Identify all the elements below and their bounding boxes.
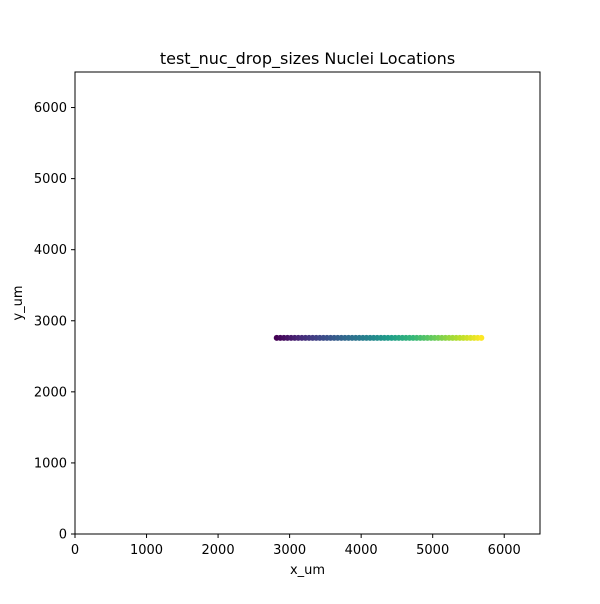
- x-tick-label: 3000: [273, 543, 306, 558]
- x-tick-label: 4000: [345, 543, 378, 558]
- y-tick-label: 3000: [34, 314, 67, 329]
- y-tick-label: 6000: [34, 101, 67, 116]
- chart-title: test_nuc_drop_sizes Nuclei Locations: [160, 49, 455, 69]
- y-tick-label: 1000: [34, 456, 67, 471]
- data-points: [273, 334, 485, 341]
- x-tick-label: 0: [71, 543, 79, 558]
- x-axis-label: x_um: [290, 563, 325, 578]
- plot-area-frame: [74, 71, 541, 535]
- y-tick-label: 5000: [34, 172, 67, 187]
- x-tick-label: 5000: [416, 543, 449, 558]
- y-tick-label: 2000: [34, 385, 67, 400]
- x-tick-label: 1000: [130, 543, 163, 558]
- y-axis-ticks: 0 1000 2000 3000 4000 5000 6000: [34, 101, 75, 543]
- y-tick-label: 0: [59, 528, 67, 543]
- y-axis-label: y_um: [11, 285, 26, 320]
- x-tick-label: 2000: [202, 543, 235, 558]
- y-tick-label: 4000: [34, 243, 67, 258]
- data-point: [478, 334, 485, 341]
- x-tick-label: 6000: [488, 543, 521, 558]
- x-axis-ticks: 0 1000 2000 3000 4000 5000 6000: [71, 534, 521, 558]
